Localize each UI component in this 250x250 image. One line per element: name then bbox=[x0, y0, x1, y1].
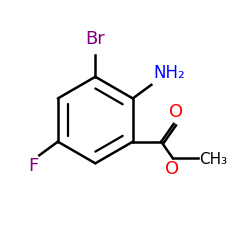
Text: Br: Br bbox=[86, 30, 105, 48]
Text: NH₂: NH₂ bbox=[153, 64, 185, 82]
Text: F: F bbox=[28, 157, 38, 175]
Text: CH₃: CH₃ bbox=[200, 152, 228, 167]
Text: O: O bbox=[169, 103, 183, 121]
Text: O: O bbox=[164, 160, 179, 178]
